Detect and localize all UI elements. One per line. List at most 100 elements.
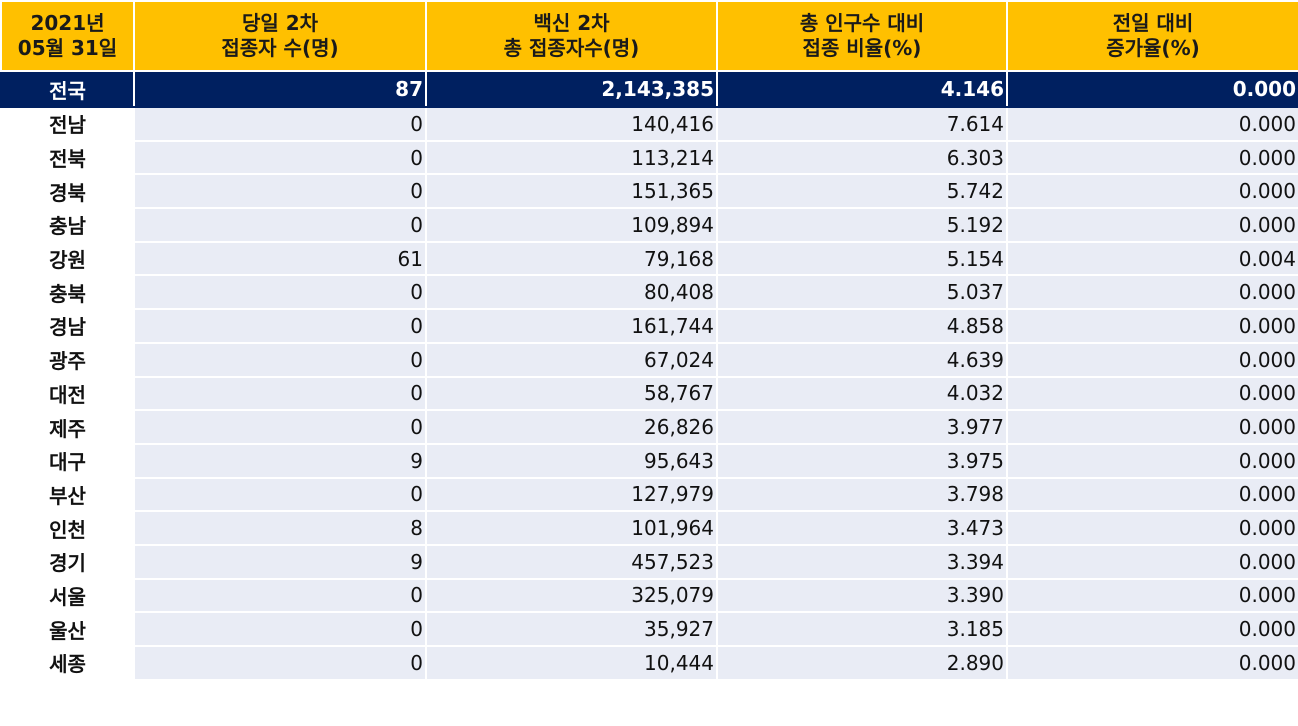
cumulative-cell: 109,894 [425, 207, 718, 243]
table-row: 충남 0 109,894 5.192 0.000 [0, 207, 1298, 243]
table-row: 제주 0 26,826 3.977 0.000 [0, 409, 1298, 445]
cumulative-cell: 113,214 [425, 139, 718, 176]
table-row: 울산 0 35,927 3.185 0.000 [0, 611, 1298, 647]
header-ratio-line2: 접종 비율(%) [802, 36, 922, 60]
ratio-cell: 6.303 [716, 139, 1008, 176]
region-cell: 강원 [0, 240, 135, 277]
ratio-cell: 5.742 [716, 173, 1008, 210]
table-row: 경남 0 161,744 4.858 0.000 [0, 308, 1298, 344]
cumulative-cell: 35,927 [425, 611, 718, 647]
daily-cell: 0 [133, 577, 427, 614]
daily-cell: 0 [133, 274, 427, 311]
daily-cell: 0 [133, 375, 427, 412]
table-row: 경북 0 151,365 5.742 0.000 [0, 173, 1298, 210]
region-cell: 경북 [0, 173, 135, 210]
increase-cell: 0.000 [1006, 442, 1298, 479]
cumulative-cell: 151,365 [425, 173, 718, 210]
increase-cell: 0.000 [1006, 139, 1298, 176]
table-row: 대전 0 58,767 4.032 0.000 [0, 375, 1298, 412]
header-daily-line2: 접종자 수(명) [221, 36, 339, 60]
region-cell: 제주 [0, 409, 135, 445]
cumulative-cell: 2,143,385 [425, 70, 718, 108]
daily-cell: 0 [133, 409, 427, 445]
daily-cell: 9 [133, 543, 427, 580]
region-cell: 서울 [0, 577, 135, 614]
cumulative-cell: 10,444 [425, 645, 718, 681]
cumulative-cell: 67,024 [425, 341, 718, 378]
header-date-year: 2021년 [30, 11, 105, 35]
daily-cell: 61 [133, 240, 427, 277]
vaccination-table: 2021년 05월 31일 당일 2차 접종자 수(명) 백신 2차 총 접종자… [0, 0, 1298, 681]
ratio-cell: 4.146 [716, 70, 1008, 108]
increase-cell: 0.004 [1006, 240, 1298, 277]
ratio-cell: 4.639 [716, 341, 1008, 378]
table-row: 대구 9 95,643 3.975 0.000 [0, 442, 1298, 479]
increase-cell: 0.000 [1006, 543, 1298, 580]
header-row: 2021년 05월 31일 당일 2차 접종자 수(명) 백신 2차 총 접종자… [0, 0, 1298, 72]
ratio-cell: 7.614 [716, 106, 1008, 142]
table-row: 부산 0 127,979 3.798 0.000 [0, 476, 1298, 513]
header-cumulative-line1: 백신 2차 [533, 11, 610, 35]
ratio-cell: 4.858 [716, 308, 1008, 344]
table-row: 세종 0 10,444 2.890 0.000 [0, 645, 1298, 681]
increase-cell: 0.000 [1006, 375, 1298, 412]
region-cell: 부산 [0, 476, 135, 513]
region-cell: 충북 [0, 274, 135, 311]
cumulative-cell: 457,523 [425, 543, 718, 580]
daily-cell: 8 [133, 510, 427, 546]
table-row: 강원 61 79,168 5.154 0.004 [0, 240, 1298, 277]
header-cumulative-second-dose: 백신 2차 총 접종자수(명) [425, 0, 718, 72]
header-date-day: 05월 31일 [17, 36, 118, 60]
region-cell: 경기 [0, 543, 135, 580]
cumulative-cell: 127,979 [425, 476, 718, 513]
increase-cell: 0.000 [1006, 341, 1298, 378]
cumulative-cell: 325,079 [425, 577, 718, 614]
region-cell: 대구 [0, 442, 135, 479]
daily-cell: 0 [133, 341, 427, 378]
ratio-cell: 3.394 [716, 543, 1008, 580]
increase-cell: 0.000 [1006, 510, 1298, 546]
ratio-cell: 5.192 [716, 207, 1008, 243]
region-cell: 경남 [0, 308, 135, 344]
increase-cell: 0.000 [1006, 173, 1298, 210]
region-cell: 울산 [0, 611, 135, 647]
header-population-ratio: 총 인구수 대비 접종 비율(%) [716, 0, 1008, 72]
header-increase-line2: 증가율(%) [1106, 36, 1200, 60]
daily-cell: 9 [133, 442, 427, 479]
ratio-cell: 3.473 [716, 510, 1008, 546]
header-increase-line1: 전일 대비 [1112, 11, 1194, 35]
ratio-cell: 4.032 [716, 375, 1008, 412]
region-cell: 전국 [0, 70, 135, 108]
ratio-cell: 3.390 [716, 577, 1008, 614]
daily-cell: 0 [133, 106, 427, 142]
increase-cell: 0.000 [1006, 274, 1298, 311]
daily-cell: 0 [133, 139, 427, 176]
increase-cell: 0.000 [1006, 70, 1298, 108]
daily-cell: 0 [133, 173, 427, 210]
region-cell: 전남 [0, 106, 135, 142]
ratio-cell: 3.975 [716, 442, 1008, 479]
ratio-cell: 3.185 [716, 611, 1008, 647]
increase-cell: 0.000 [1006, 409, 1298, 445]
cumulative-cell: 26,826 [425, 409, 718, 445]
cumulative-cell: 101,964 [425, 510, 718, 546]
region-cell: 충남 [0, 207, 135, 243]
daily-cell: 0 [133, 611, 427, 647]
table-row: 전남 0 140,416 7.614 0.000 [0, 106, 1298, 142]
ratio-cell: 3.798 [716, 476, 1008, 513]
daily-cell: 0 [133, 207, 427, 243]
region-cell: 대전 [0, 375, 135, 412]
ratio-cell: 5.037 [716, 274, 1008, 311]
cumulative-cell: 161,744 [425, 308, 718, 344]
table-row: 서울 0 325,079 3.390 0.000 [0, 577, 1298, 614]
daily-cell: 0 [133, 476, 427, 513]
total-row: 전국 87 2,143,385 4.146 0.000 [0, 70, 1298, 108]
table-row: 충북 0 80,408 5.037 0.000 [0, 274, 1298, 311]
increase-cell: 0.000 [1006, 308, 1298, 344]
table-row: 인천 8 101,964 3.473 0.000 [0, 510, 1298, 546]
header-daily-line1: 당일 2차 [241, 11, 319, 35]
ratio-cell: 3.977 [716, 409, 1008, 445]
ratio-cell: 2.890 [716, 645, 1008, 681]
daily-cell: 0 [133, 645, 427, 681]
cumulative-cell: 95,643 [425, 442, 718, 479]
